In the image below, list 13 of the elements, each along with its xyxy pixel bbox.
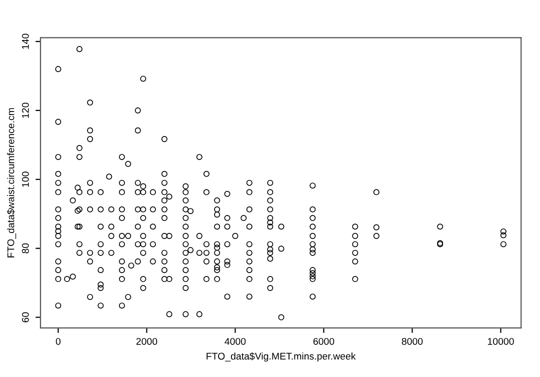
x-tick-label: 8000 [402,338,423,345]
x-tick-label: 10000 [488,338,514,345]
y-axis-title: FTO_data$waist.circumference.cm [6,108,16,258]
x-tick-label: 4000 [224,338,246,345]
y-tick-label: 80 [22,243,29,254]
x-axis-title: FTO_data$Vig.MET.mins.per.week [206,352,356,362]
y-tick-label: 60 [22,312,29,322]
x-tick-label: 2000 [136,338,158,345]
x-tick-label: 6000 [313,338,334,345]
y-tick-label: 120 [22,102,29,118]
y-tick-label: 100 [22,172,29,187]
x-tick-label: 0 [56,338,61,345]
y-tick-label: 140 [22,34,29,49]
